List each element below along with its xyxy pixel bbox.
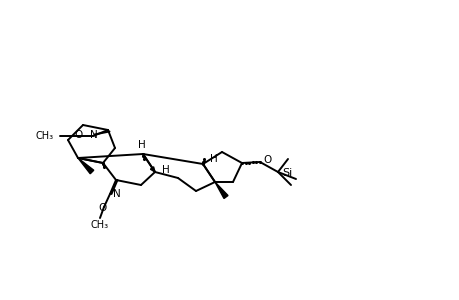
Text: H: H [210, 154, 217, 164]
Polygon shape [150, 167, 155, 172]
Text: H: H [138, 140, 146, 150]
Polygon shape [78, 158, 94, 174]
Polygon shape [214, 182, 228, 199]
Text: Si: Si [281, 168, 291, 178]
Text: O: O [263, 155, 271, 165]
Text: N: N [90, 130, 98, 140]
Text: H: H [162, 165, 169, 175]
Text: CH₃: CH₃ [91, 220, 109, 230]
Text: O: O [75, 130, 83, 140]
Text: N: N [113, 189, 120, 199]
Text: O: O [99, 203, 107, 213]
Text: CH₃: CH₃ [36, 131, 54, 141]
